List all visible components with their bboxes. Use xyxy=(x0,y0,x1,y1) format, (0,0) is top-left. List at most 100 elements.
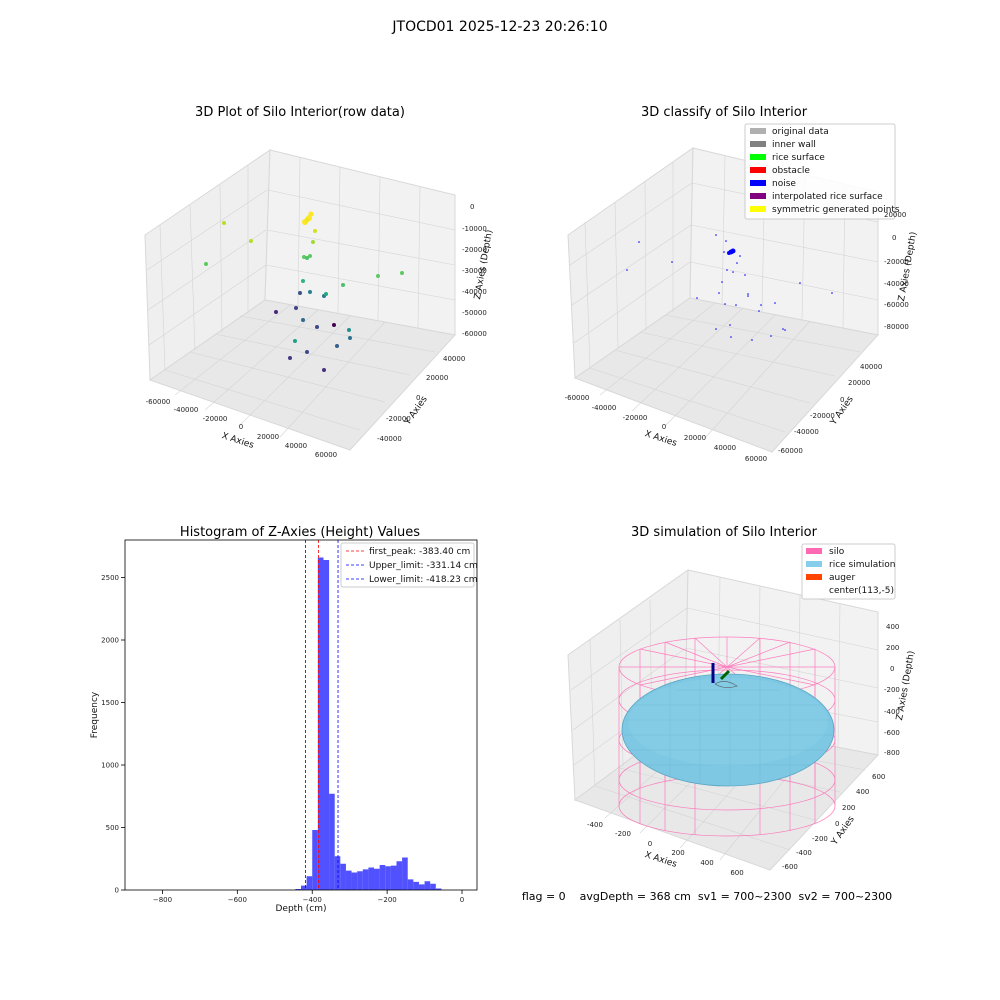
legend-swatch-silo xyxy=(806,548,822,554)
raw-x-tick: -40000 xyxy=(174,406,199,414)
raw-y-tick: 20000 xyxy=(426,374,448,382)
histogram-y-tick-label: 500 xyxy=(106,824,119,832)
raw-floor-pane xyxy=(148,299,456,451)
sim-z-tick: -800 xyxy=(884,749,900,757)
histogram-y-tick-label: 0 xyxy=(115,887,119,895)
legend-swatch-obstacle xyxy=(750,167,766,173)
classify-z-tick: -40000 xyxy=(884,280,909,288)
classify-legend: original data inner wall rice surface ob… xyxy=(744,123,900,220)
raw-x-tick: -20000 xyxy=(203,415,228,423)
histogram-bar xyxy=(368,867,375,890)
histogram-bar xyxy=(407,879,414,890)
histogram-bar xyxy=(413,881,419,890)
histogram-y-label: Frequency xyxy=(90,691,100,738)
panel-raw-title: 3D Plot of Silo Interior(row data) xyxy=(195,105,405,120)
raw-x-tick: 20000 xyxy=(257,433,279,441)
histogram-bar xyxy=(374,868,380,890)
auger-shaft-green xyxy=(719,669,731,681)
raw-z-ticks: 0 -10000 -20000 -30000 -40000 -50000 -60… xyxy=(462,203,487,338)
histogram-x-tick-label: −600 xyxy=(228,896,247,904)
raw-grid xyxy=(146,156,456,438)
panel-classify-title: 3D classify of Silo Interior xyxy=(641,105,808,120)
classify-y-tick: -40000 xyxy=(794,428,819,436)
histogram-y-tick-label: 1500 xyxy=(101,699,119,707)
panel-simulation-title: 3D simulation of Silo Interior xyxy=(631,525,818,540)
sim-z-tick: -200 xyxy=(884,686,900,694)
sim-z-tick: -400 xyxy=(884,708,900,716)
sim-x-tick: -400 xyxy=(587,821,603,829)
legend-swatch-original-data xyxy=(750,128,766,134)
panel-classify-3d: 3D classify of Silo Interior xyxy=(565,105,919,463)
histogram-legend: first_peak: -383.40 cm Upper_limit: -331… xyxy=(340,542,478,588)
legend-label-center: center(113,-5) xyxy=(829,586,894,596)
histogram-bar xyxy=(379,865,386,890)
raw-y-ticks: -40000 -20000 0 20000 40000 xyxy=(377,355,465,443)
legend-label-original-data: original data xyxy=(772,127,829,137)
raw-x-tick: -60000 xyxy=(146,398,171,406)
raw-x-tick: 60000 xyxy=(315,451,337,459)
legend-label-rice-simulation: rice simulation xyxy=(829,560,895,570)
raw-y-tick: 0 xyxy=(416,394,420,402)
histogram-bar xyxy=(351,872,358,890)
histogram-y-ticks: 0 500 1000 1500 2000 2500 xyxy=(101,574,125,895)
panel-histogram: Histogram of Z-Axies (Height) Values −80… xyxy=(90,525,478,914)
sim-y-tick: 200 xyxy=(842,804,855,812)
histogram-bar xyxy=(430,883,436,890)
sim-y-tick: 400 xyxy=(856,788,869,796)
histogram-bar xyxy=(345,870,352,890)
histogram-y-tick-label: 2500 xyxy=(101,574,119,582)
raw-z-tick: -30000 xyxy=(462,267,487,275)
classify-z-tick: 0 xyxy=(892,234,896,242)
legend-label-interpolated: interpolated rice surface xyxy=(772,192,883,202)
legend-label-upper-limit: Upper_limit: -331.14 cm xyxy=(369,561,478,571)
histogram-legend-box xyxy=(340,542,475,588)
histogram-y-tick-label: 1000 xyxy=(101,762,119,770)
classify-x-tick: -40000 xyxy=(592,404,617,412)
sim-x-ticks: -400 -200 0 200 400 600 xyxy=(587,821,744,877)
classify-points xyxy=(626,234,833,341)
sim-y-tick: -600 xyxy=(782,863,798,871)
classify-z-tick: -80000 xyxy=(884,323,909,331)
classify-y-tick: 20000 xyxy=(848,379,870,387)
classify-x-tick: 20000 xyxy=(684,434,706,442)
legend-label-first-peak: first_peak: -383.40 cm xyxy=(369,547,470,557)
classify-z-tick: -20000 xyxy=(884,258,909,266)
sim-x-tick: -200 xyxy=(615,830,631,838)
legend-label-rice-surface: rice surface xyxy=(772,153,825,163)
histogram-bar xyxy=(385,866,391,890)
raw-z-tick: -50000 xyxy=(462,309,487,317)
legend-swatch-auger xyxy=(806,574,822,580)
raw-x-ticks: -60000 -40000 -20000 0 20000 40000 60000 xyxy=(146,398,338,459)
classify-y-tick: 40000 xyxy=(860,363,882,371)
legend-swatch-noise xyxy=(750,180,766,186)
classify-x-tick: -20000 xyxy=(623,414,648,422)
raw-z-tick: -60000 xyxy=(462,330,487,338)
raw-z-tick: -20000 xyxy=(462,246,487,254)
sim-z-tick: 400 xyxy=(886,623,899,631)
classify-y-ticks: -60000 -40000 -20000 0 20000 40000 xyxy=(778,363,882,455)
legend-label-inner-wall: inner wall xyxy=(772,140,816,150)
sim-x-tick: 0 xyxy=(648,840,652,848)
sim-y-label: Y Axies xyxy=(829,814,857,847)
auger xyxy=(711,663,738,688)
raw-x-label: X Axies xyxy=(220,431,255,451)
raw-x-tick: 40000 xyxy=(285,442,307,450)
sim-z-tick: 0 xyxy=(890,665,894,673)
raw-z-label: Z Axies (Depth) xyxy=(473,229,495,300)
figure-suptitle: JTOCD01 2025-12-23 20:26:10 xyxy=(391,19,607,35)
histogram-bar xyxy=(362,869,369,890)
histogram-bar xyxy=(317,557,324,890)
histogram-bar xyxy=(329,793,335,890)
sim-z-tick: 200 xyxy=(886,644,899,652)
classify-z-tick: -60000 xyxy=(884,301,909,309)
sim-grid xyxy=(570,576,879,861)
histogram-bar xyxy=(312,830,318,890)
classify-y-tick: 0 xyxy=(840,396,844,404)
sim-y-tick: -200 xyxy=(812,835,828,843)
histogram-y-tick-label: 2000 xyxy=(101,637,119,645)
legend-label-lower-limit: Lower_limit: -418.23 cm xyxy=(369,575,477,585)
sim-legend: silo rice simulation auger center(113,-5… xyxy=(801,543,896,600)
classify-x-ticks: -60000 -40000 -20000 0 20000 40000 60000 xyxy=(565,394,768,463)
sim-y-tick: -400 xyxy=(796,849,812,857)
